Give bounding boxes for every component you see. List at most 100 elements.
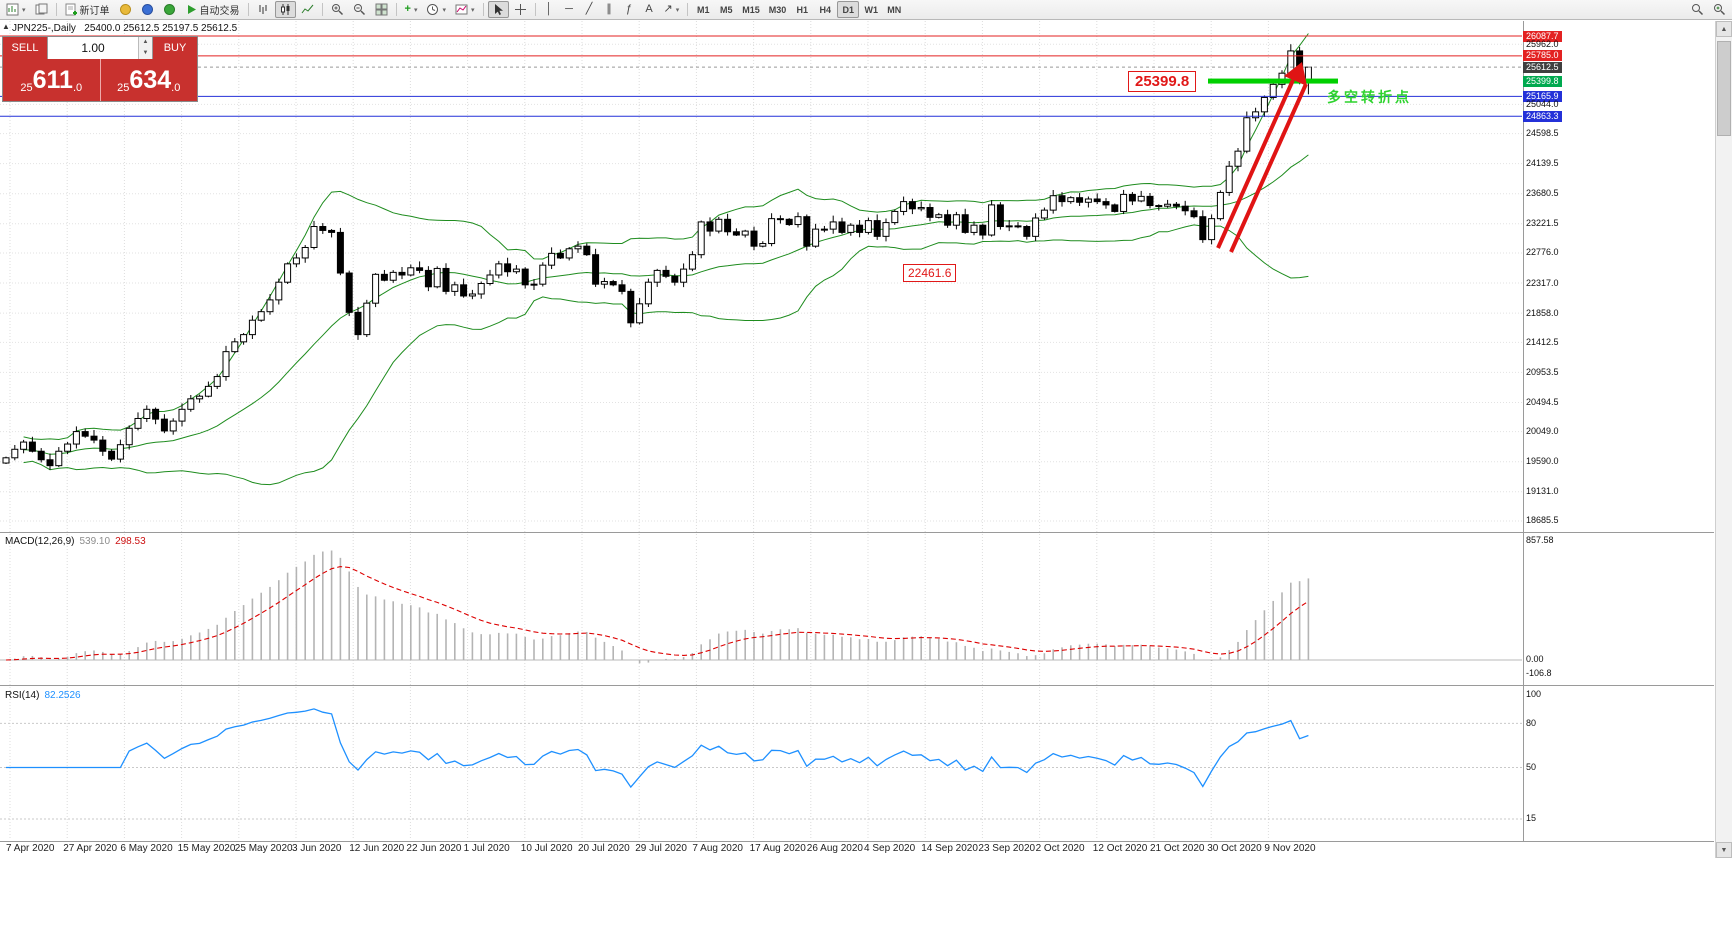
chevron-down-icon: ▾: [675, 6, 680, 14]
timeframe-mn[interactable]: MN: [887, 4, 902, 15]
zoom-in-button[interactable]: [327, 1, 348, 18]
line-chart-button[interactable]: [297, 1, 318, 18]
lot-decrement-button[interactable]: ▼: [139, 48, 152, 59]
lot-increment-button[interactable]: ▲: [139, 37, 152, 48]
macd-axis-label: -106.8: [1526, 668, 1552, 678]
ask-price[interactable]: 25 634.0: [100, 59, 197, 101]
clock-icon: [427, 4, 439, 15]
candlestick-chart-button[interactable]: [274, 1, 296, 18]
rsi-pane: [0, 708, 1522, 820]
scroll-down-arrow[interactable]: ▼: [1716, 842, 1732, 858]
templates-button[interactable]: ▾: [451, 1, 479, 18]
horizontal-line-tool[interactable]: ─: [560, 1, 579, 18]
vertical-line-tool[interactable]: │: [540, 1, 559, 18]
community-button[interactable]: [137, 1, 158, 18]
pane-separators: [0, 21, 1714, 842]
timeframe-h4[interactable]: H4: [819, 4, 832, 15]
market-icon: [163, 4, 175, 15]
timeframe-h1[interactable]: H1: [796, 4, 809, 15]
lot-size-field[interactable]: 1.00 ▲ ▼: [47, 37, 153, 59]
channel-tool[interactable]: ∥: [600, 1, 619, 18]
toolbar-separator: [321, 3, 323, 16]
support-annotation-label[interactable]: 22461.6: [903, 264, 957, 282]
timeframe-m1[interactable]: M1: [696, 4, 710, 15]
level-annotation-label[interactable]: 25399.8: [1128, 71, 1197, 92]
ask-prefix: 25: [117, 82, 130, 94]
candlestick-chart-icon: [280, 4, 290, 15]
tile-windows-button[interactable]: [371, 1, 392, 18]
price-axis-label: 20953.5: [1526, 366, 1559, 377]
toolbar-separator: [534, 3, 536, 16]
timeframe-d1[interactable]: D1: [837, 1, 860, 18]
scroll-up-arrow[interactable]: ▲: [1716, 21, 1732, 37]
market-button[interactable]: [159, 1, 180, 18]
arrows-tool[interactable]: ↗ ▾: [660, 1, 684, 18]
date-label: 9 Nov 2020: [1264, 843, 1316, 854]
new-order-icon: [65, 3, 77, 16]
date-label: 3 Jun 2020: [292, 843, 342, 854]
indicators-button[interactable]: + ▾: [401, 1, 422, 18]
vertical-scrollbar[interactable]: ▲ ▼: [1715, 21, 1732, 858]
macd-signal-value: 298.53: [115, 536, 146, 547]
date-label: 20 Jul 2020: [578, 843, 630, 854]
timeframe-m5[interactable]: M5: [719, 4, 733, 15]
buy-button[interactable]: BUY: [153, 37, 197, 59]
chevron-down-icon: ▾: [442, 6, 446, 14]
turning-point-note[interactable]: 多空转折点: [1327, 89, 1412, 105]
new-chart-button[interactable]: ▾: [2, 1, 30, 18]
zoom-out-button[interactable]: [349, 1, 370, 18]
search-symbol-button[interactable]: [1709, 1, 1730, 18]
metaeditor-button[interactable]: [115, 1, 136, 18]
date-label: 30 Oct 2020: [1207, 843, 1262, 854]
text-tool[interactable]: A: [640, 1, 659, 18]
price-axis-label: 18685.5: [1526, 515, 1559, 526]
rsi-axis-label: 15: [1526, 813, 1537, 824]
chart-ohlc-values: 25400.0 25612.5 25197.5 25612.5: [84, 23, 238, 34]
date-label: 25 May 2020: [234, 843, 293, 854]
crosshair-tool-button[interactable]: [510, 1, 531, 18]
horizontal-line-icon: ─: [565, 3, 573, 15]
timeframe-m30[interactable]: M30: [768, 4, 787, 15]
one-click-toggle-icon[interactable]: ▲: [2, 22, 10, 31]
bollinger-bands: [23, 33, 1309, 486]
macd-name: MACD(12,26,9): [5, 536, 75, 547]
search-button[interactable]: [1687, 1, 1708, 18]
cursor-tool-button[interactable]: [487, 1, 509, 18]
bid-prefix: 25: [20, 82, 33, 94]
date-label: 10 Jul 2020: [520, 843, 573, 854]
new-order-label: 新订单: [79, 6, 110, 17]
level-lines: [0, 35, 1522, 117]
periods-button[interactable]: ▾: [422, 1, 450, 18]
date-label: 4 Sep 2020: [864, 843, 916, 854]
timeframe-m15[interactable]: M15: [742, 4, 760, 15]
macd-indicator-label: MACD(12,26,9) 539.10 298.53: [5, 536, 146, 547]
scrollbar-thumb[interactable]: [1717, 41, 1731, 136]
trendline-tool[interactable]: ╱: [580, 1, 599, 18]
profiles-icon: [35, 3, 48, 15]
profiles-button[interactable]: [31, 1, 52, 18]
bid-price[interactable]: 25 611.0: [3, 59, 101, 101]
support-zone-line: [1208, 78, 1338, 84]
grid-lines: [0, 21, 1522, 840]
price-axis-label: 20049.0: [1526, 426, 1559, 437]
lot-size-value[interactable]: 1.00: [81, 41, 105, 55]
price-axis-label: 22776.0: [1526, 247, 1559, 258]
rsi-indicator-label: RSI(14) 82.2526: [5, 690, 81, 701]
chart-window-icon: [6, 3, 19, 16]
date-label: 7 Aug 2020: [692, 843, 743, 854]
text-tool-icon: A: [645, 3, 653, 15]
fibonacci-tool[interactable]: ƒ: [620, 1, 639, 18]
macd-main-value: 539.10: [79, 536, 111, 547]
sell-button[interactable]: SELL: [3, 37, 47, 59]
bar-chart-button[interactable]: [253, 1, 274, 18]
auto-trading-button[interactable]: 自动交易: [181, 1, 244, 18]
candlestick-series: [2, 44, 1312, 470]
vertical-line-icon: │: [545, 3, 553, 15]
price-axis-label: 21858.0: [1526, 307, 1559, 318]
date-label: 1 Jul 2020: [463, 843, 510, 854]
new-order-button[interactable]: 新订单: [61, 1, 114, 18]
auto-trading-play-icon: [187, 5, 196, 14]
timeframe-w1[interactable]: W1: [864, 4, 879, 15]
